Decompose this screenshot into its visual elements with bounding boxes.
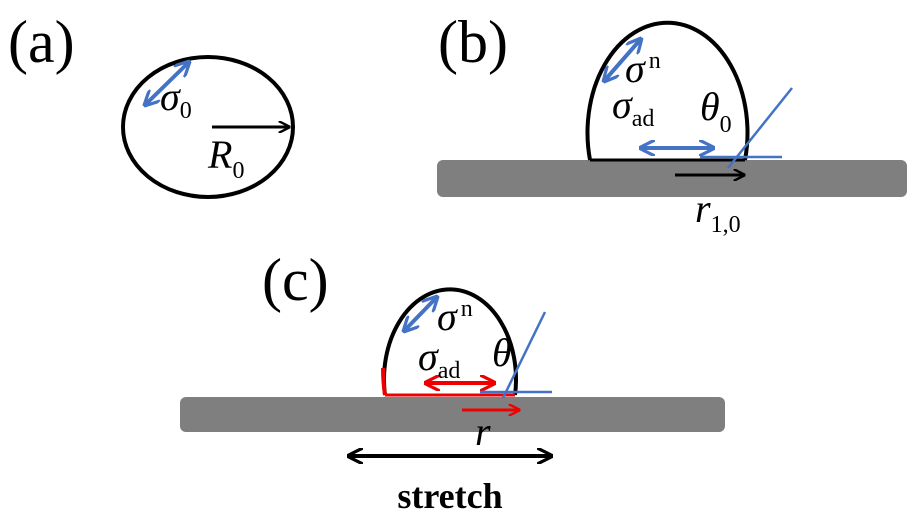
symbol: θ0 bbox=[700, 84, 732, 138]
symbol: r bbox=[475, 409, 491, 454]
panel-label: (c) bbox=[262, 247, 329, 313]
panel-label: (b) bbox=[438, 9, 508, 75]
page: (a) σ0 R0 (b) σn σad θ0 r1,0 (c) σn σad … bbox=[0, 0, 907, 518]
symbol: σad bbox=[418, 334, 460, 384]
symbol: σ0 bbox=[160, 74, 192, 124]
panel-label: (a) bbox=[8, 9, 75, 75]
symbol: R0 bbox=[207, 132, 244, 184]
diagram: (a) σ0 R0 (b) σn σad θ0 r1,0 (c) σn σad … bbox=[0, 0, 907, 518]
substrate bbox=[437, 160, 907, 197]
arrow bbox=[405, 298, 436, 330]
droplet-stretched-part bbox=[383, 368, 385, 395]
substrate bbox=[180, 397, 725, 432]
symbol: θ bbox=[492, 330, 512, 375]
stretch-label: stretch bbox=[397, 476, 502, 516]
